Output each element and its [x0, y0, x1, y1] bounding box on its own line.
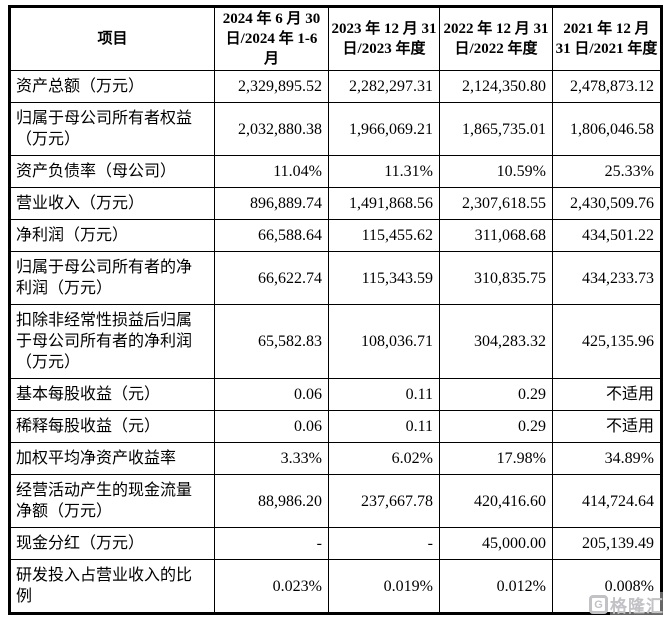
row-value: 0.11	[328, 378, 440, 411]
row-value: 420,416.60	[439, 474, 553, 528]
header-period-2022: 2022 年 12 月 31 日/2022 年度	[439, 6, 553, 71]
row-value: 0.019%	[328, 559, 440, 614]
table-row: 加权平均净资产收益率 3.33% 6.02% 17.98% 34.89%	[9, 442, 662, 475]
row-value: 不适用	[552, 410, 662, 443]
row-value: 2,307,618.55	[439, 187, 553, 220]
header-item-column: 项目	[9, 6, 215, 71]
table-row: 资产负债率（母公司） 11.04% 11.31% 10.59% 25.33%	[9, 155, 662, 188]
row-value: -	[214, 527, 329, 560]
row-value: 6.02%	[328, 442, 440, 475]
row-value: 不适用	[552, 378, 662, 411]
row-label: 现金分红（万元）	[9, 527, 215, 560]
table-row: 净利润（万元） 66,588.64 115,455.62 311,068.68 434,…	[9, 219, 662, 252]
row-value: 88,986.20	[214, 474, 329, 528]
row-label: 稀释每股收益（元）	[9, 410, 215, 443]
table-row: 营业收入（万元） 896,889.74 1,491,868.56 2,307,618.…	[9, 187, 662, 220]
row-value: 1,865,735.01	[439, 102, 553, 156]
row-value: 205,139.49	[552, 527, 662, 560]
row-label: 营业收入（万元）	[9, 187, 215, 220]
row-label: 研发投入占营业收入的比例	[9, 559, 215, 614]
row-value: 896,889.74	[214, 187, 329, 220]
row-value: 2,329,895.52	[214, 70, 329, 103]
row-label: 净利润（万元）	[9, 219, 215, 252]
row-value: 2,282,297.31	[328, 70, 440, 103]
table-row: 归属于母公司所有者权益（万元） 2,032,880.38 1,966,069.21 1…	[9, 102, 662, 156]
row-label: 基本每股收益（元）	[9, 378, 215, 411]
row-value: 11.31%	[328, 155, 440, 188]
row-value: 17.98%	[439, 442, 553, 475]
row-value: 115,343.59	[328, 251, 440, 305]
table-row: 扣除非经常性损益后归属于母公司所有者的净利润（万元） 65,582.83 108,0…	[9, 304, 662, 379]
row-value: 0.023%	[214, 559, 329, 614]
gelonghui-watermark-text: 格隆汇	[610, 592, 664, 617]
row-label: 归属于母公司所有者权益（万元）	[9, 102, 215, 156]
row-value: 425,135.96	[552, 304, 662, 379]
table-row: 现金分红（万元） - -45,000.00 205,139.49	[9, 527, 662, 560]
row-value: 115,455.62	[328, 219, 440, 252]
row-value: 1,491,868.56	[328, 187, 440, 220]
gelonghui-logo-icon: G	[589, 595, 608, 614]
row-value: 434,233.73	[552, 251, 662, 305]
row-value: 0.29	[439, 410, 553, 443]
row-value: 66,588.64	[214, 219, 329, 252]
row-value: 25.33%	[552, 155, 662, 188]
financial-summary-table: 项目 2024 年 6 月 30 日/2024 年 1-6 月 2023 年 1…	[8, 5, 663, 615]
row-value: 45,000.00	[439, 527, 553, 560]
row-value: 2,032,880.38	[214, 102, 329, 156]
row-label: 扣除非经常性损益后归属于母公司所有者的净利润（万元）	[9, 304, 215, 379]
header-period-2023: 2023 年 12 月 31 日/2023 年度	[328, 6, 440, 71]
row-value: 0.29	[439, 378, 553, 411]
table-row: 归属于母公司所有者的净利润（万元） 66,622.74 115,343.59 310,…	[9, 251, 662, 305]
header-row: 项目 2024 年 6 月 30 日/2024 年 1-6 月 2023 年 1…	[9, 6, 662, 71]
row-value: 3.33%	[214, 442, 329, 475]
row-value: 2,430,509.76	[552, 187, 662, 220]
row-label: 经营活动产生的现金流量净额（万元）	[9, 474, 215, 528]
row-value: 34.89%	[552, 442, 662, 475]
row-value: 11.04%	[214, 155, 329, 188]
row-label: 加权平均净资产收益率	[9, 442, 215, 475]
row-label: 资产总额（万元）	[9, 70, 215, 103]
table-body: 资产总额（万元） 2,329,895.52 2,282,297.31 2,124,35…	[9, 70, 662, 614]
row-label: 归属于母公司所有者的净利润（万元）	[9, 251, 215, 305]
row-value: 0.06	[214, 410, 329, 443]
row-value: 414,724.64	[552, 474, 662, 528]
row-value: 237,667.78	[328, 474, 440, 528]
table-row: 稀释每股收益（元） 0.06 0.11 0.29 不适用	[9, 410, 662, 443]
row-value: 108,036.71	[328, 304, 440, 379]
table-row: 资产总额（万元） 2,329,895.52 2,282,297.31 2,124,35…	[9, 70, 662, 103]
row-value: 0.11	[328, 410, 440, 443]
row-value: 10.59%	[439, 155, 553, 188]
header-period-2021: 2021 年 12 月 31 日/2021 年度	[552, 6, 662, 71]
row-value: 65,582.83	[214, 304, 329, 379]
row-value: 0.012%	[439, 559, 553, 614]
row-value: 0.06	[214, 378, 329, 411]
row-value: 434,501.22	[552, 219, 662, 252]
row-value: -	[328, 527, 440, 560]
gelonghui-watermark: G 格隆汇	[589, 592, 664, 617]
row-value: 304,283.32	[439, 304, 553, 379]
row-value: 1,966,069.21	[328, 102, 440, 156]
table-row: 研发投入占营业收入的比例 0.023% 0.019% 0.012% 0.008%	[9, 559, 662, 614]
table-row: 基本每股收益（元） 0.06 0.11 0.29 不适用	[9, 378, 662, 411]
row-label: 资产负债率（母公司）	[9, 155, 215, 188]
header-period-2024: 2024 年 6 月 30 日/2024 年 1-6 月	[214, 6, 329, 71]
row-value: 66,622.74	[214, 251, 329, 305]
row-value: 2,124,350.80	[439, 70, 553, 103]
row-value: 2,478,873.12	[552, 70, 662, 103]
row-value: 311,068.68	[439, 219, 553, 252]
row-value: 1,806,046.58	[552, 102, 662, 156]
row-value: 310,835.75	[439, 251, 553, 305]
table-row: 经营活动产生的现金流量净额（万元） 88,986.20 237,667.78 420,…	[9, 474, 662, 528]
